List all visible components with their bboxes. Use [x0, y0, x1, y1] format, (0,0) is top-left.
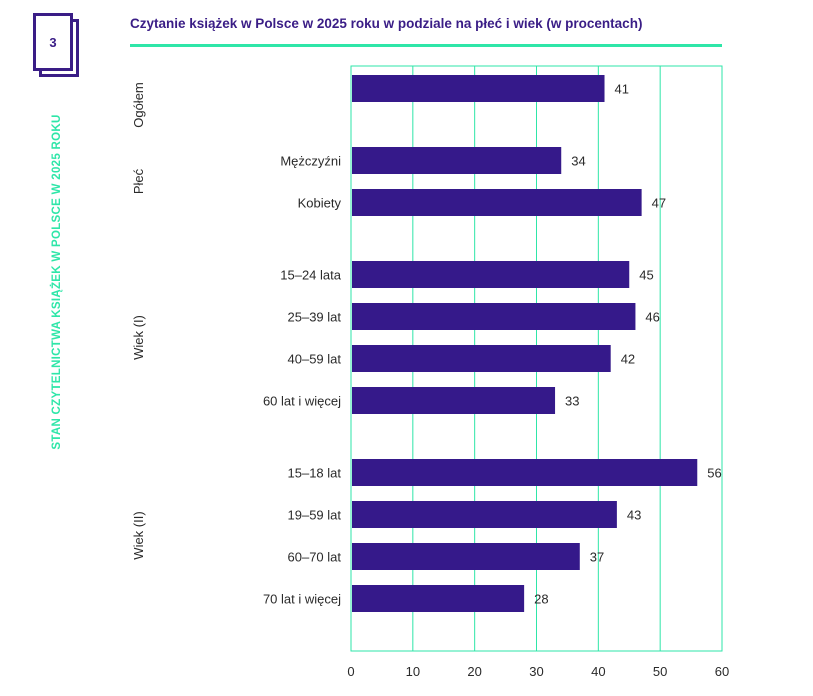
bar-category-label: 60–70 lat: [288, 550, 342, 565]
bar: [352, 345, 611, 372]
bar: [352, 303, 636, 330]
x-tick-label: 0: [347, 664, 354, 679]
group-label: Wiek (II): [131, 511, 146, 559]
bar-category-label: 25–39 lat: [288, 310, 342, 325]
bar-category-label: 15–18 lat: [288, 466, 342, 481]
bar-value-label: 42: [621, 352, 635, 367]
x-tick-label: 40: [591, 664, 605, 679]
x-tick-label: 30: [529, 664, 543, 679]
bar: [352, 147, 562, 174]
bar-value-label: 45: [639, 268, 653, 283]
x-tick-label: 20: [467, 664, 481, 679]
group-label: Wiek (I): [131, 315, 146, 360]
bar: [352, 543, 580, 570]
bar-category-label: 60 lat i więcej: [263, 394, 341, 409]
group-label: Płeć: [131, 168, 146, 194]
chart-title: Czytanie książek w Polsce w 2025 roku w …: [130, 16, 643, 31]
bar-value-label: 33: [565, 394, 579, 409]
bar-value-label: 41: [615, 82, 629, 97]
bar-category-label: 70 lat i więcej: [263, 592, 341, 607]
bar: [352, 501, 617, 528]
page-number: 3: [33, 13, 73, 71]
bar-value-label: 56: [707, 466, 721, 481]
bar-value-label: 43: [627, 508, 641, 523]
bar: [352, 189, 642, 216]
bar-category-label: 40–59 lat: [288, 352, 342, 367]
bar-value-label: 46: [645, 310, 659, 325]
bar-value-label: 34: [571, 154, 585, 169]
x-tick-label: 60: [715, 664, 729, 679]
bar: [352, 261, 630, 288]
bar-value-label: 28: [534, 592, 548, 607]
bar: [352, 459, 698, 486]
bar: [352, 387, 556, 414]
bar-category-label: 19–59 lat: [288, 508, 342, 523]
bar-category-label: 15–24 lata: [280, 268, 341, 283]
bar: [352, 585, 525, 612]
bar-category-label: Kobiety: [298, 196, 342, 211]
bar: [352, 75, 605, 102]
x-tick-label: 50: [653, 664, 667, 679]
bar-value-label: 47: [652, 196, 666, 211]
page-number-badge: 3: [33, 13, 83, 77]
x-tick-label: 10: [406, 664, 420, 679]
group-label: Ogółem: [131, 82, 146, 128]
bar-category-label: Mężczyźni: [280, 154, 341, 169]
title-rule: [130, 44, 722, 47]
bar-value-label: 37: [590, 550, 604, 565]
